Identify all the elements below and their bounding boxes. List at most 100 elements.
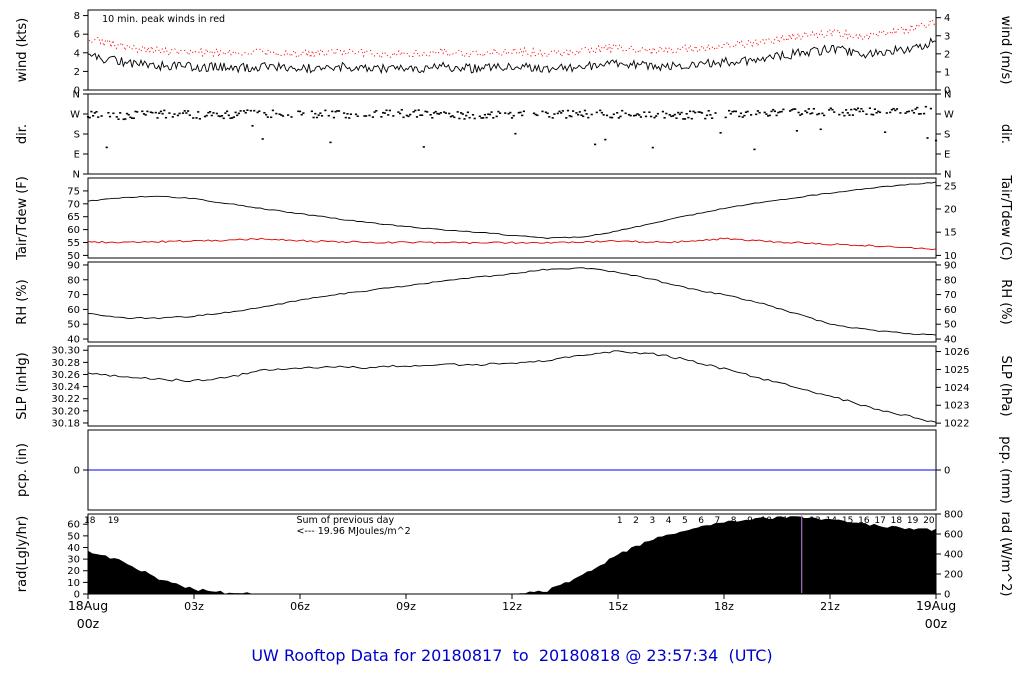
chart-title: UW Rooftop Data for 20180817 to 20180818…	[251, 646, 773, 665]
axis-label-right-pcp: pcp. (mm)	[998, 436, 1013, 503]
left-tick-label: 60	[67, 520, 80, 531]
left-tick-label: 40	[67, 335, 80, 346]
series-tair	[87, 181, 937, 239]
left-tick-label: 55	[67, 238, 80, 249]
right-tick-label: 20	[944, 204, 957, 215]
left-tick-label: 70	[67, 199, 80, 210]
rad-hour-number: 12	[793, 516, 804, 526]
x-tick-label: 12z	[502, 600, 522, 613]
left-tick-label: 50	[67, 251, 80, 262]
right-tick-label: 50	[944, 320, 957, 331]
right-tick-label: W	[944, 110, 954, 121]
rad-hour-number: 10	[760, 516, 772, 526]
panel-tair_tdew-frame	[87, 177, 937, 259]
panel-dir-frame	[87, 93, 937, 175]
left-tick-label: 30.20	[51, 406, 80, 417]
series-rh	[87, 267, 937, 336]
right-tick-label: 15	[944, 228, 957, 239]
left-tick-label: W	[70, 110, 80, 121]
right-tick-label: N	[944, 170, 951, 181]
left-tick-label: 60	[67, 305, 80, 316]
right-tick-label: 10	[944, 251, 957, 262]
left-tick-label: 30	[67, 555, 80, 566]
left-tick-label: 40	[67, 543, 80, 554]
series-slp	[87, 350, 937, 423]
right-tick-label: E	[944, 150, 950, 161]
series-wind-direction	[86, 105, 938, 151]
panel-wind: 0 2 4 6 8 0 1 2 3 4 wind (kts) wind (m/s)	[15, 9, 1013, 97]
left-tick-label: 90	[67, 260, 80, 271]
left-tick-label: E	[74, 150, 80, 161]
wind-peak-note: 10 min. peak winds in red	[102, 14, 225, 25]
right-tick-label: 25	[944, 181, 957, 192]
panel-rh-frame	[87, 261, 937, 343]
left-tick-label: 8	[74, 11, 80, 22]
left-tick-label: S	[74, 130, 80, 141]
right-tick-label: 400	[944, 550, 963, 561]
panel-wind-frame	[87, 9, 937, 91]
left-tick-label: 30.30	[51, 346, 80, 357]
axis-label-left-slp: SLP (inHg)	[15, 352, 30, 420]
rad-hour-number: 8	[731, 516, 737, 526]
rad-hour-number: 18	[84, 516, 96, 526]
rad-hour-number: 4	[666, 516, 672, 526]
left-tick-label: 30.28	[51, 358, 80, 369]
x-axis: 03z 06z 09z 12z 15z 18z 21z 18Aug 00z 19Aug 00z	[68, 594, 956, 631]
left-tick-label: 0	[74, 590, 80, 601]
left-tick-label: 30.24	[51, 382, 80, 393]
rad-hour-number: 9	[747, 516, 753, 526]
rad-hour-number: 18	[891, 516, 903, 526]
left-tick-label: 50	[67, 320, 80, 331]
right-tick-label: 2	[944, 49, 950, 60]
x-tick-label: 15z	[608, 600, 628, 613]
start-hour-label: 00z	[77, 616, 100, 631]
rad-sum-note-line2: <--- 19.96 MJoules/m^2	[296, 526, 410, 537]
axis-label-right-rh: RH (%)	[998, 279, 1013, 324]
series-peak-wind	[87, 19, 937, 60]
rad-hour-number: 14	[826, 516, 838, 526]
rad-hour-number: 20	[923, 516, 935, 526]
rad-hour-number: 17	[874, 516, 885, 526]
axis-label-right-rad: rad (W/m^2)	[998, 512, 1013, 597]
rad-hour-number: 7	[715, 516, 721, 526]
right-tick-label: 0	[944, 466, 950, 477]
right-tick-label: 800	[944, 510, 963, 521]
left-tick-label: 2	[74, 67, 80, 78]
left-tick-label: 4	[74, 48, 80, 59]
axis-label-left-pcp: pcp. (in)	[15, 443, 30, 497]
axis-label-right-tair_tdew: Tair/Tdew (C)	[998, 174, 1013, 260]
right-tick-label: 70	[944, 290, 957, 301]
rad-sum-note-line1: Sum of previous day	[296, 515, 394, 526]
axis-label-right-slp: SLP (hPa)	[998, 355, 1013, 416]
right-tick-label: 80	[944, 275, 957, 286]
x-tick-label: 03z	[184, 600, 204, 613]
left-tick-label: 0	[74, 86, 80, 97]
left-tick-label: 60	[67, 225, 80, 236]
left-tick-label: 75	[67, 186, 80, 197]
right-tick-label: S	[944, 130, 950, 141]
x-tick-label: 18z	[714, 600, 734, 613]
panel-pcp: 0 0 pcp. (in) pcp. (mm)	[15, 429, 1013, 511]
x-tick-label: 09z	[396, 600, 416, 613]
left-tick-label: N	[73, 170, 80, 181]
left-tick-label: 30.22	[51, 394, 80, 405]
axis-label-left-rad: rad(Lgly/hr)	[15, 516, 30, 592]
right-tick-label: 1024	[944, 383, 969, 394]
series-rad	[88, 516, 936, 594]
rad-hour-number: 11	[777, 516, 788, 526]
panel-tair_tdew: 50 55 60 65 70 75 10 15 20 25 Tair/Tdew (F) Tair/Td…	[15, 174, 1013, 262]
end-date-label: 19Aug	[916, 598, 956, 613]
rad-hour-number: 1	[617, 516, 623, 526]
axis-label-left-dir: dir.	[15, 124, 30, 144]
left-tick-label: 50	[67, 531, 80, 542]
right-tick-label: 1023	[944, 401, 969, 412]
right-tick-label: 1	[944, 67, 950, 78]
rad-hour-number: 5	[682, 516, 688, 526]
right-tick-label: 0	[944, 590, 950, 601]
right-tick-label: 1022	[944, 419, 969, 430]
rad-hour-number: 15	[842, 516, 853, 526]
